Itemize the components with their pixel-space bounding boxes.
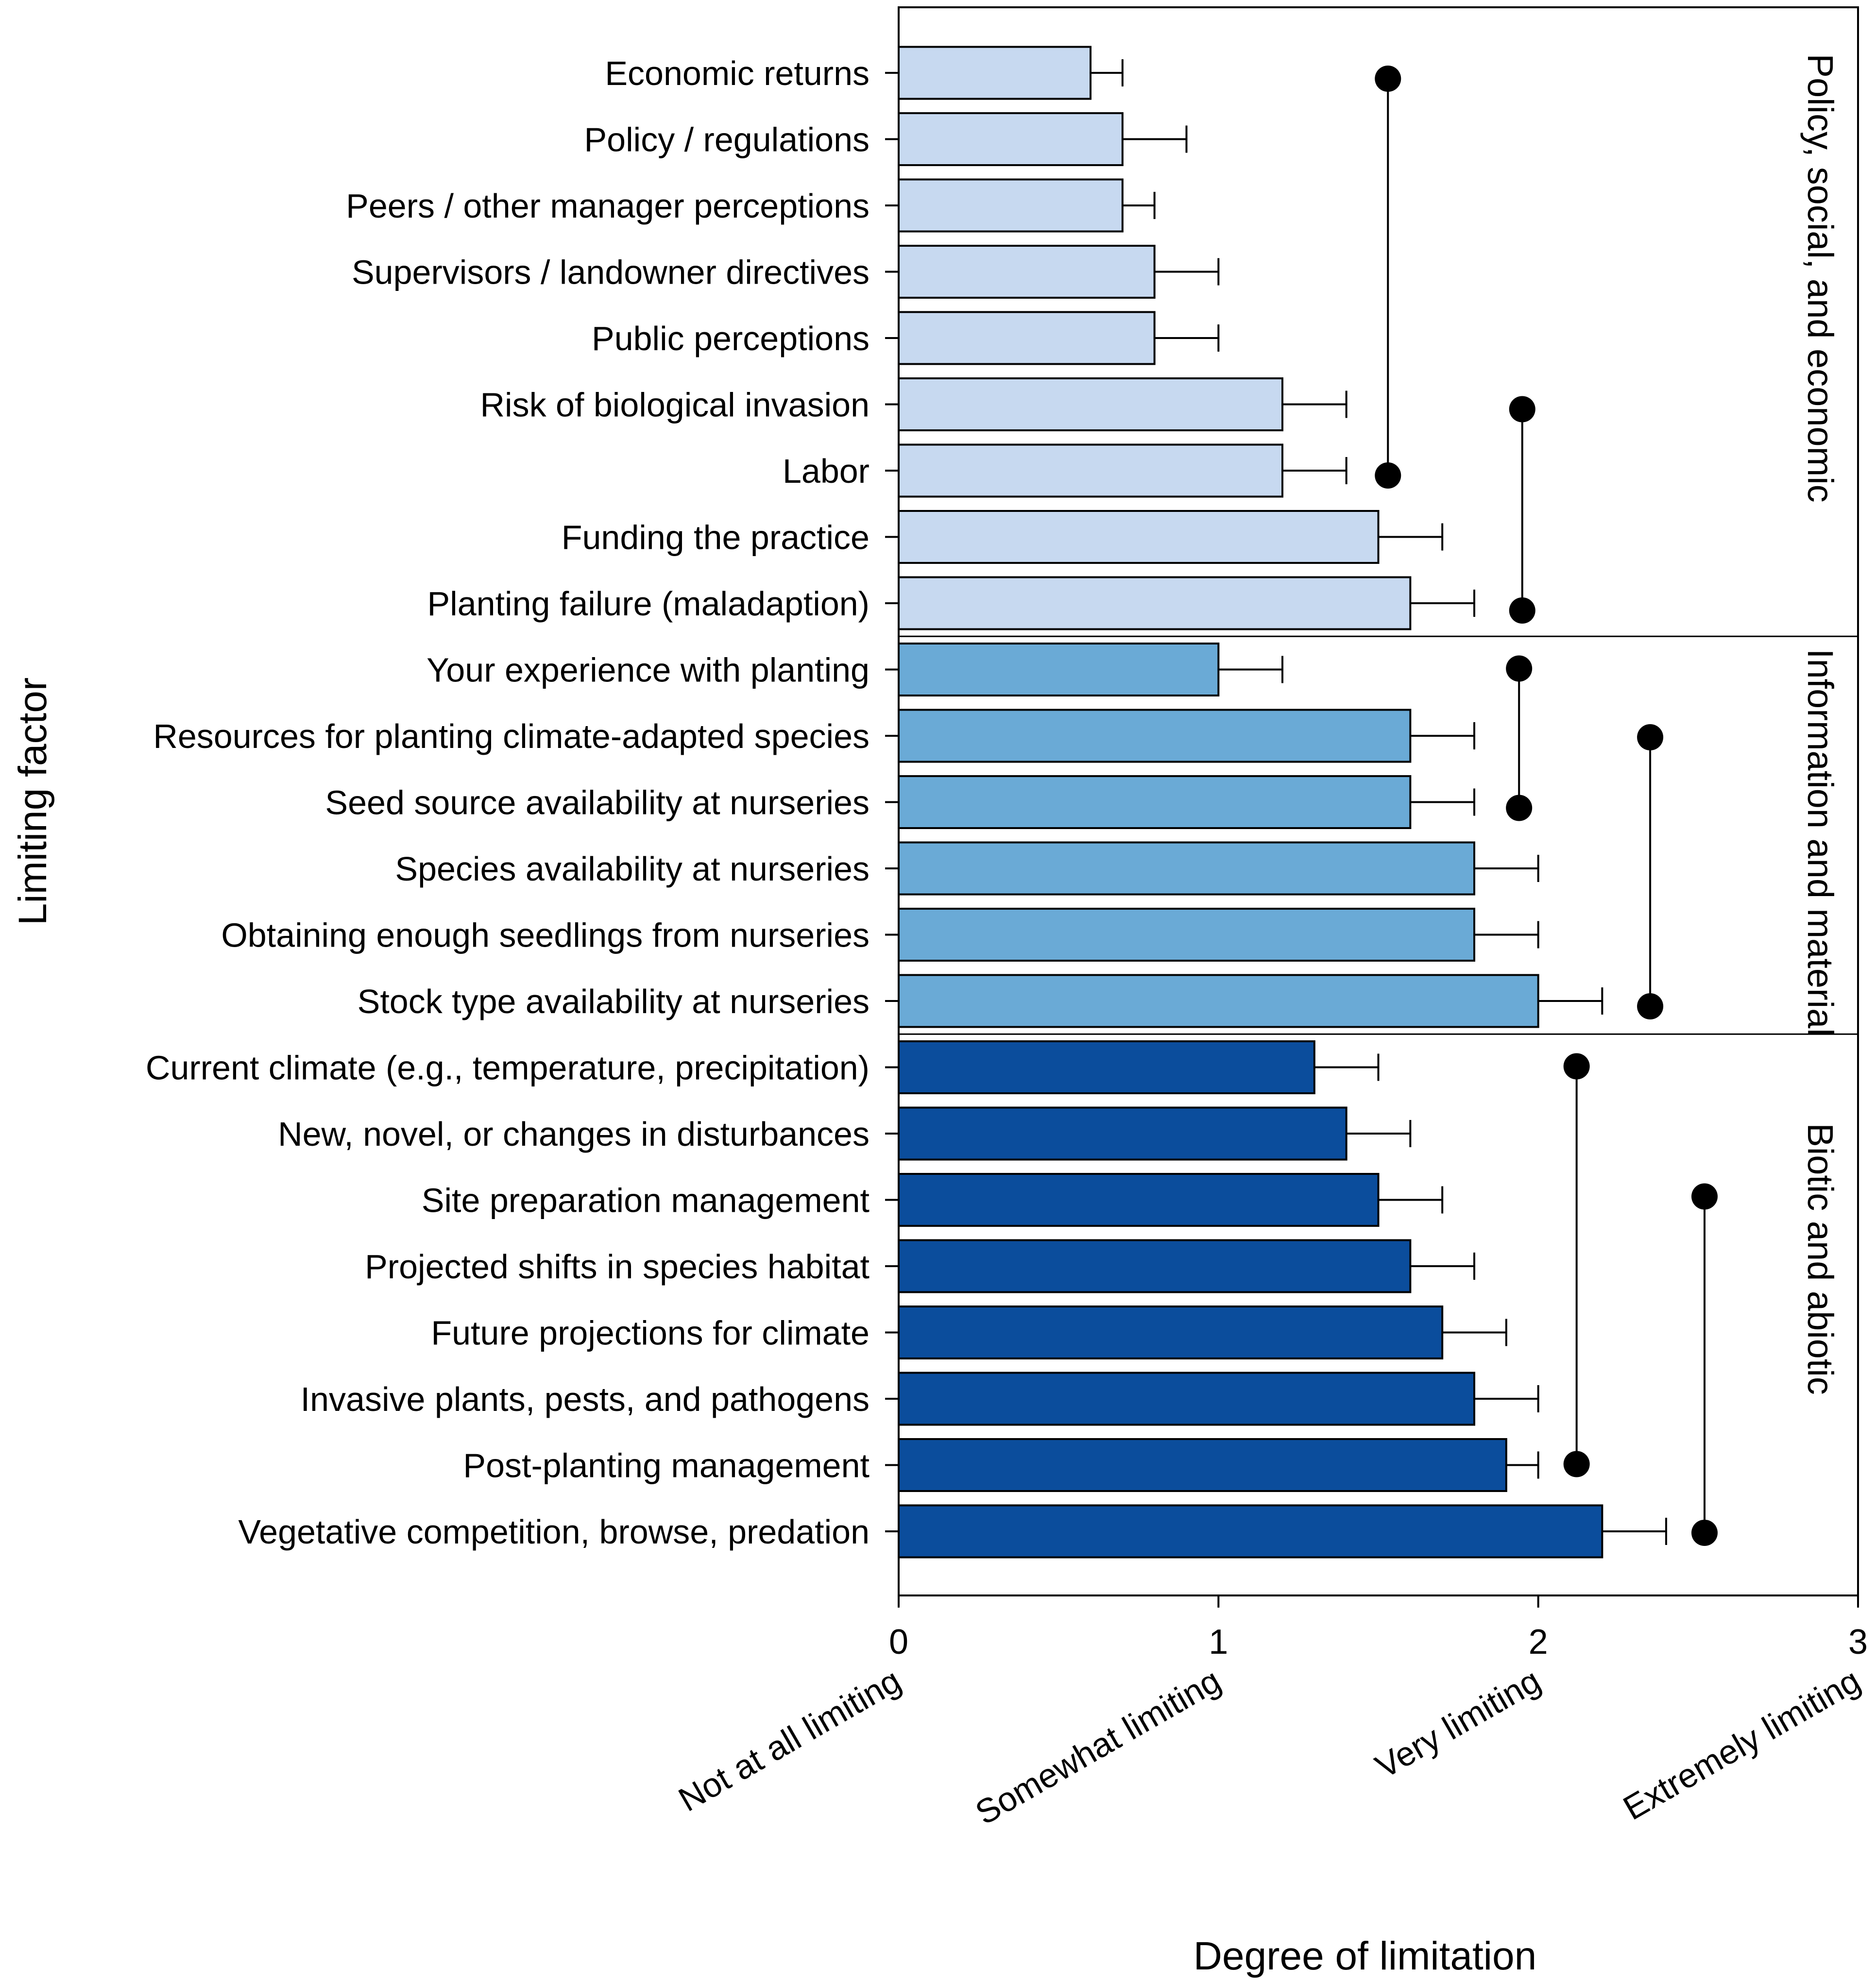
- bar: [898, 443, 1283, 498]
- category-label: Species availability at nurseries: [395, 850, 870, 888]
- x-axis-title: Degree of limitation: [1194, 1934, 1536, 1978]
- x-tick-label: 0: [889, 1623, 908, 1662]
- x-tick-label: 3: [1848, 1623, 1868, 1662]
- category-label: New, novel, or changes in disturbances: [278, 1115, 870, 1153]
- bar: [898, 1239, 1412, 1293]
- significance-dot: [1375, 66, 1401, 92]
- category-label: Economic returns: [605, 54, 870, 92]
- bar: [898, 775, 1412, 829]
- x-tick-description: Very limiting: [1369, 1661, 1547, 1785]
- x-tick-label: 2: [1529, 1623, 1548, 1662]
- category-label: Resources for planting climate-adapted s…: [153, 717, 870, 755]
- x-tick-label: 1: [1209, 1623, 1228, 1662]
- category-label: Funding the practice: [562, 519, 870, 557]
- bar: [898, 1504, 1603, 1559]
- bar: [898, 1372, 1475, 1426]
- group-label: Biotic and abiotic: [1800, 1123, 1841, 1394]
- category-label: Public perceptions: [592, 320, 870, 357]
- x-tick-description: Somewhat limiting: [969, 1661, 1227, 1832]
- bar: [898, 576, 1412, 630]
- x-tick-description: Extremely limiting: [1617, 1661, 1867, 1827]
- group-label: Information and material: [1800, 649, 1841, 1036]
- category-label: Risk of biological invasion: [480, 386, 870, 424]
- significance-dot: [1563, 1053, 1590, 1080]
- category-label: Seed source availability at nurseries: [325, 784, 870, 822]
- category-label: Your experience with planting: [426, 651, 870, 689]
- bar: [898, 377, 1283, 431]
- significance-dot: [1563, 1451, 1590, 1477]
- significance-dot: [1506, 795, 1533, 821]
- group-label: Policy, social, and economic: [1800, 54, 1841, 503]
- category-label: Planting failure (maladaption): [427, 585, 870, 623]
- bar: [898, 46, 1091, 100]
- significance-dot: [1691, 1520, 1718, 1546]
- bar: [898, 178, 1124, 233]
- bar: [898, 974, 1539, 1028]
- significance-dot: [1637, 724, 1664, 750]
- category-label: Current climate (e.g., temperature, prec…: [146, 1049, 870, 1087]
- bar: [898, 112, 1124, 166]
- category-label: Invasive plants, pests, and pathogens: [301, 1380, 870, 1418]
- bar: [898, 1306, 1444, 1359]
- category-label: Supervisors / landowner directives: [352, 254, 870, 291]
- category-label: Policy / regulations: [584, 121, 870, 159]
- significance-dot: [1637, 993, 1664, 1019]
- bar: [898, 311, 1156, 365]
- y-axis-title: Limiting factor: [11, 678, 55, 925]
- bar: [898, 510, 1380, 564]
- bar: [898, 1173, 1380, 1227]
- bar: [898, 841, 1475, 896]
- bar: [898, 908, 1475, 962]
- category-label: Obtaining enough seedlings from nurserie…: [221, 916, 870, 954]
- category-label: Peers / other manager perceptions: [346, 187, 870, 225]
- significance-dot: [1375, 462, 1401, 489]
- bar: [898, 1106, 1347, 1161]
- bar: [898, 245, 1156, 299]
- bar: [898, 643, 1220, 696]
- category-label: Future projections for climate: [431, 1314, 870, 1352]
- category-label: Labor: [783, 452, 870, 490]
- bar: [898, 1040, 1315, 1094]
- significance-dot: [1509, 597, 1535, 624]
- significance-dot: [1506, 655, 1533, 682]
- significance-dot: [1509, 396, 1535, 423]
- category-label: Site preparation management: [422, 1182, 870, 1220]
- significance-dot: [1691, 1183, 1718, 1210]
- category-label: Vegetative competition, browse, predatio…: [238, 1513, 870, 1551]
- bar: [898, 1438, 1507, 1492]
- category-label: Stock type availability at nurseries: [358, 983, 870, 1020]
- bar: [898, 709, 1412, 763]
- category-label: Post-planting management: [463, 1447, 870, 1485]
- category-label: Projected shifts in species habitat: [365, 1248, 870, 1286]
- x-tick-description: Not at all limiting: [672, 1661, 907, 1818]
